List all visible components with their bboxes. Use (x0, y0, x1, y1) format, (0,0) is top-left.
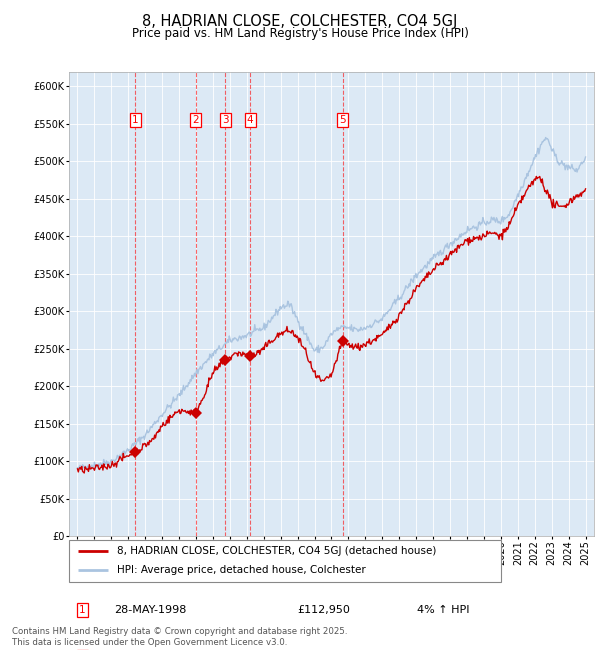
Text: HPI: Average price, detached house, Colchester: HPI: Average price, detached house, Colc… (116, 566, 365, 575)
Text: 4: 4 (247, 115, 254, 125)
Text: 28-MAY-1998: 28-MAY-1998 (114, 605, 187, 615)
Text: 1: 1 (132, 115, 139, 125)
Text: 1: 1 (79, 605, 86, 615)
Text: Contains HM Land Registry data © Crown copyright and database right 2025.
This d: Contains HM Land Registry data © Crown c… (12, 627, 347, 647)
Text: Price paid vs. HM Land Registry's House Price Index (HPI): Price paid vs. HM Land Registry's House … (131, 27, 469, 40)
Text: £112,950: £112,950 (297, 605, 350, 615)
Text: 8, HADRIAN CLOSE, COLCHESTER, CO4 5GJ (detached house): 8, HADRIAN CLOSE, COLCHESTER, CO4 5GJ (d… (116, 546, 436, 556)
Text: 3: 3 (222, 115, 229, 125)
Text: 5: 5 (339, 115, 346, 125)
Text: 2: 2 (192, 115, 199, 125)
Text: 8, HADRIAN CLOSE, COLCHESTER, CO4 5GJ: 8, HADRIAN CLOSE, COLCHESTER, CO4 5GJ (142, 14, 458, 29)
FancyBboxPatch shape (69, 540, 501, 582)
Text: 4% ↑ HPI: 4% ↑ HPI (417, 605, 469, 615)
